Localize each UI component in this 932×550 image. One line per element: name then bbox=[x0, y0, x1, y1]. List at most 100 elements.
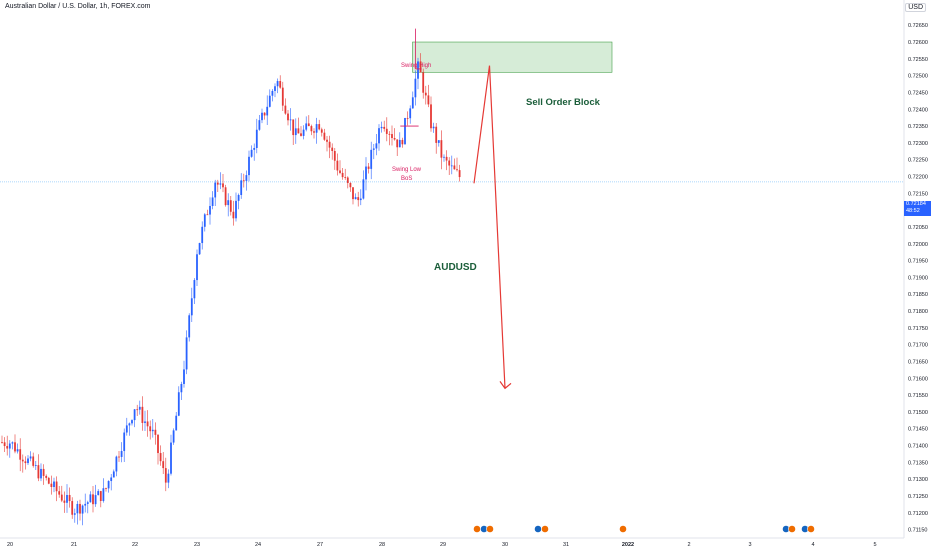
candle-body bbox=[222, 183, 224, 188]
candle-body bbox=[391, 134, 393, 139]
candle-body bbox=[302, 129, 305, 136]
candle-body bbox=[131, 420, 133, 424]
candle-body bbox=[196, 254, 198, 281]
candle-body bbox=[118, 456, 120, 458]
candle-body bbox=[419, 61, 422, 73]
candle-body bbox=[240, 180, 243, 196]
candle-body bbox=[198, 243, 201, 255]
candle-body bbox=[68, 494, 71, 502]
candle-body bbox=[81, 505, 84, 514]
candle-body bbox=[284, 105, 287, 114]
candle-body bbox=[339, 170, 341, 173]
candle-body bbox=[385, 128, 388, 134]
candle-body bbox=[58, 491, 61, 495]
candle-body bbox=[289, 119, 292, 121]
candle-body bbox=[133, 409, 136, 421]
candle-body bbox=[209, 205, 211, 215]
candle-body bbox=[255, 129, 258, 148]
candle-body bbox=[294, 128, 297, 136]
candle-body bbox=[185, 337, 188, 370]
candle-body bbox=[297, 128, 300, 134]
candle-body bbox=[128, 423, 131, 426]
candle-body bbox=[333, 151, 336, 161]
candle-body bbox=[458, 170, 461, 178]
candle-body bbox=[320, 129, 323, 133]
candlestick-series bbox=[1, 53, 461, 526]
annotation-lines bbox=[400, 28, 422, 127]
candle-body bbox=[456, 169, 458, 171]
candle-body bbox=[193, 280, 196, 299]
candle-body bbox=[310, 126, 313, 132]
time-tick-label: 2022 bbox=[622, 542, 634, 548]
price-tick-label: 0.71250 bbox=[908, 494, 928, 500]
candle-body bbox=[89, 494, 92, 503]
candle-body bbox=[66, 494, 68, 503]
swing-high-label: Swing High bbox=[401, 63, 432, 69]
price-axis[interactable]: 0.72650 0.72600 0.72550 0.72500 0.72450 0.724… bbox=[903, 0, 928, 538]
sell-order-block-label: Sell Order Block bbox=[526, 97, 600, 108]
time-tick-label: 4 bbox=[811, 542, 814, 548]
candle-body bbox=[227, 200, 230, 206]
candle-body bbox=[32, 456, 35, 466]
candle-body bbox=[183, 369, 185, 384]
candle-body bbox=[411, 97, 414, 109]
candle-body bbox=[235, 200, 237, 219]
candle-body bbox=[380, 126, 383, 129]
currency-badge[interactable]: USD bbox=[905, 3, 926, 12]
candle-body bbox=[34, 465, 37, 466]
candle-body bbox=[162, 461, 165, 469]
candle-body bbox=[211, 197, 214, 206]
candle-body bbox=[19, 449, 22, 460]
projection-path bbox=[473, 65, 506, 389]
price-tick-label: 0.72450 bbox=[908, 90, 928, 96]
candle-body bbox=[292, 119, 295, 136]
candle-body bbox=[47, 477, 50, 484]
candle-body bbox=[110, 477, 113, 482]
candle-body bbox=[201, 226, 204, 244]
candle-body bbox=[266, 106, 269, 116]
candle-body bbox=[406, 117, 409, 119]
candle-body bbox=[450, 165, 453, 167]
time-axis[interactable]: 20 21 22 23 24 27 28 29 30 31 2022 2 3 4 5 bbox=[0, 537, 904, 548]
candle-body bbox=[313, 131, 315, 133]
price-tick-label: 0.71300 bbox=[908, 477, 928, 483]
time-tick-label: 3 bbox=[748, 542, 751, 548]
chart-title: Australian Dollar / U.S. Dollar, 1h, FOR… bbox=[5, 3, 151, 10]
candle-body bbox=[261, 112, 263, 121]
time-tick-label: 24 bbox=[255, 542, 261, 548]
price-tick-label: 0.72650 bbox=[908, 23, 928, 29]
candle-body bbox=[253, 147, 256, 150]
candle-body bbox=[422, 72, 425, 93]
candle-body bbox=[138, 406, 141, 410]
candle-body bbox=[188, 315, 191, 338]
economic-events bbox=[473, 525, 815, 533]
candle-body bbox=[375, 143, 378, 149]
candle-body bbox=[245, 175, 248, 181]
price-tick-label: 0.72300 bbox=[908, 141, 928, 147]
price-tick-label: 0.72550 bbox=[908, 57, 928, 63]
candle-body bbox=[435, 126, 438, 143]
price-tick-label: 0.71700 bbox=[908, 343, 928, 349]
candle-body bbox=[177, 392, 180, 416]
candle-body bbox=[167, 473, 170, 483]
candle-body bbox=[383, 126, 386, 129]
candle-body bbox=[341, 172, 344, 178]
candle-body bbox=[229, 200, 232, 212]
candle-body bbox=[409, 108, 412, 119]
candle-body bbox=[141, 406, 144, 423]
price-tick-label: 0.71850 bbox=[908, 292, 928, 298]
projection-arrow bbox=[473, 65, 512, 390]
candle-body bbox=[164, 468, 167, 483]
candle-body bbox=[151, 429, 154, 432]
candle-body bbox=[359, 198, 362, 201]
candle-body bbox=[365, 166, 367, 180]
candle-body bbox=[437, 140, 440, 143]
price-tick-label: 0.71750 bbox=[908, 326, 928, 332]
candle-body bbox=[352, 187, 354, 200]
candle-body bbox=[349, 182, 352, 188]
candle-body bbox=[443, 156, 445, 158]
price-tick-label: 0.71450 bbox=[908, 427, 928, 433]
price-tick-label: 0.72400 bbox=[908, 107, 928, 113]
time-tick-label: 2 bbox=[687, 542, 690, 548]
